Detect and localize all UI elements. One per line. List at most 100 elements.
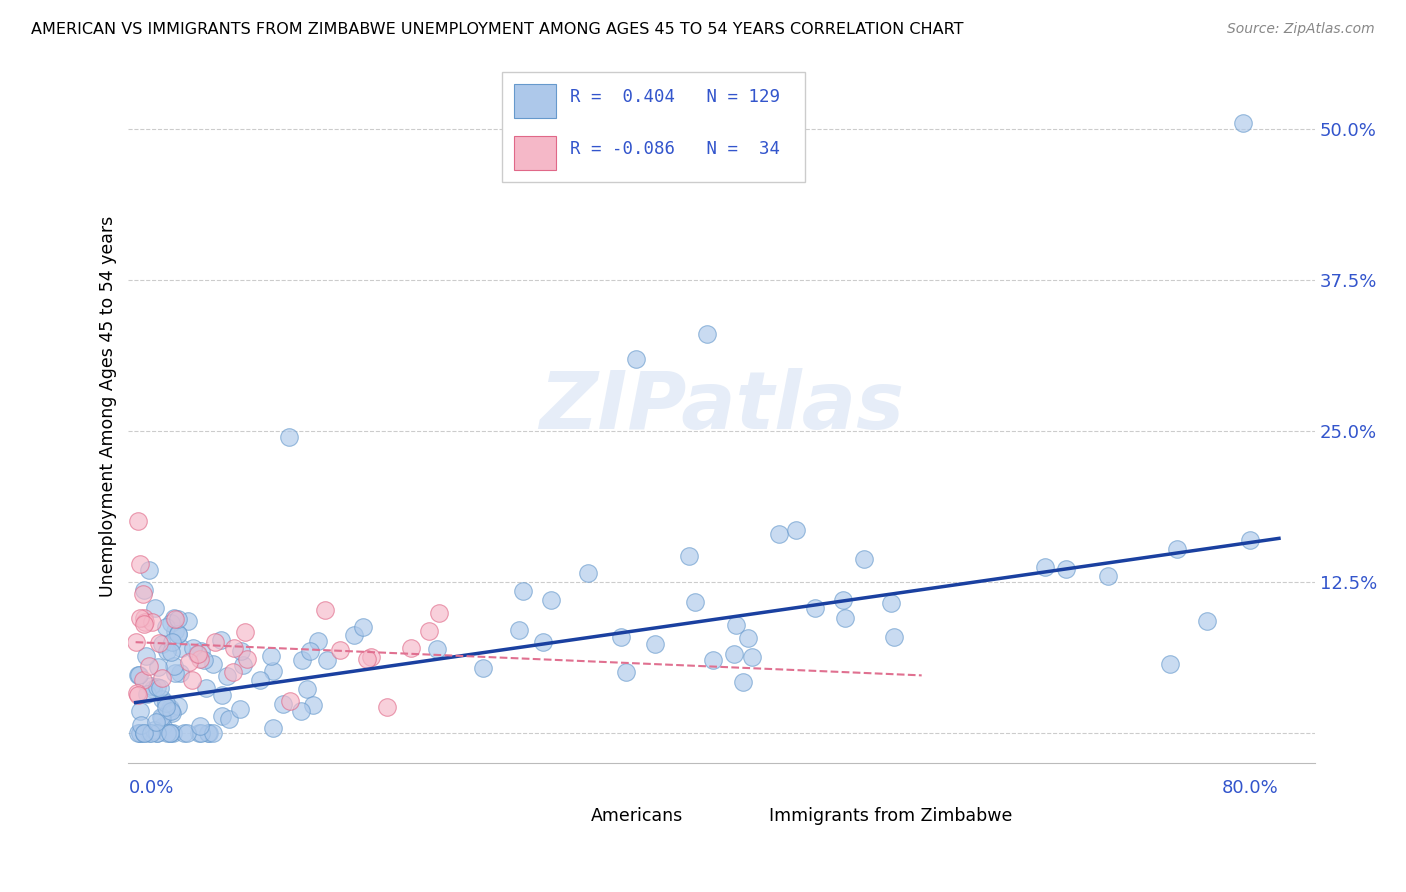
- Point: [204, 634, 226, 648]
- Point: [187, 725, 209, 739]
- Text: AMERICAN VS IMMIGRANTS FROM ZIMBABWE UNEMPLOYMENT AMONG AGES 45 TO 54 YEARS CORR: AMERICAN VS IMMIGRANTS FROM ZIMBABWE UNE…: [31, 22, 963, 37]
- Point: [295, 682, 318, 697]
- Point: [150, 637, 173, 651]
- Point: [159, 701, 181, 715]
- Point: [201, 657, 224, 671]
- Point: [852, 552, 875, 566]
- Point: [831, 593, 853, 607]
- Point: [576, 566, 599, 581]
- Point: [222, 641, 245, 656]
- Point: [262, 721, 284, 735]
- Point: [149, 681, 172, 695]
- Point: [127, 725, 149, 739]
- Point: [291, 653, 314, 667]
- Point: [162, 725, 184, 739]
- Point: [143, 723, 166, 738]
- Point: [696, 327, 718, 342]
- Point: [198, 725, 221, 739]
- Point: [229, 644, 252, 658]
- Point: [155, 700, 177, 714]
- Point: [883, 630, 905, 644]
- Point: [211, 688, 233, 702]
- Point: [145, 680, 167, 694]
- Point: [127, 668, 149, 682]
- Point: [233, 624, 256, 639]
- Point: [418, 624, 440, 638]
- Point: [127, 515, 149, 529]
- Point: [880, 597, 903, 611]
- Point: [1239, 533, 1261, 547]
- Point: [173, 725, 195, 739]
- Point: [733, 674, 755, 689]
- Point: [531, 635, 554, 649]
- FancyBboxPatch shape: [550, 801, 583, 822]
- Text: Source: ZipAtlas.com: Source: ZipAtlas.com: [1227, 22, 1375, 37]
- Point: [141, 615, 163, 629]
- Point: [188, 652, 211, 666]
- Point: [329, 643, 352, 657]
- Point: [624, 351, 647, 366]
- Point: [280, 693, 302, 707]
- Point: [129, 557, 152, 571]
- Point: [262, 664, 284, 678]
- Point: [804, 601, 827, 615]
- Point: [149, 710, 172, 724]
- Point: [540, 593, 562, 607]
- Point: [134, 617, 156, 632]
- Point: [125, 686, 148, 700]
- Text: ZIPatlas: ZIPatlas: [538, 368, 904, 446]
- Point: [193, 653, 215, 667]
- Point: [1232, 116, 1254, 130]
- Point: [145, 715, 167, 730]
- Point: [163, 659, 186, 673]
- Point: [702, 653, 724, 667]
- Point: [785, 523, 807, 537]
- Point: [138, 563, 160, 577]
- Point: [136, 688, 159, 702]
- Point: [236, 651, 259, 665]
- Point: [167, 627, 190, 641]
- FancyBboxPatch shape: [515, 84, 555, 119]
- Point: [360, 650, 382, 665]
- Point: [399, 641, 422, 656]
- Point: [512, 584, 534, 599]
- Point: [249, 673, 271, 688]
- Point: [426, 641, 449, 656]
- Point: [128, 611, 150, 625]
- Point: [218, 712, 240, 726]
- Point: [142, 682, 165, 697]
- Point: [159, 725, 181, 739]
- Point: [187, 647, 209, 661]
- Point: [375, 700, 398, 714]
- Point: [211, 708, 233, 723]
- Point: [188, 718, 211, 732]
- Text: 80.0%: 80.0%: [1222, 779, 1279, 797]
- Point: [134, 611, 156, 625]
- Point: [427, 606, 450, 620]
- Point: [190, 644, 212, 658]
- Point: [152, 719, 174, 733]
- Point: [132, 673, 155, 687]
- Point: [150, 672, 173, 686]
- Point: [271, 697, 294, 711]
- Text: Immigrants from Zimbabwe: Immigrants from Zimbabwe: [769, 807, 1012, 825]
- Point: [302, 698, 325, 713]
- Point: [127, 688, 149, 702]
- Point: [209, 632, 232, 647]
- Point: [190, 725, 212, 739]
- Point: [186, 647, 208, 661]
- Point: [128, 668, 150, 682]
- Point: [169, 665, 191, 680]
- Point: [725, 618, 748, 632]
- Point: [143, 600, 166, 615]
- Point: [215, 669, 238, 683]
- Point: [128, 725, 150, 739]
- Point: [177, 614, 200, 628]
- Text: Americans: Americans: [591, 807, 683, 825]
- FancyBboxPatch shape: [502, 72, 804, 183]
- Point: [723, 647, 745, 661]
- Text: R =  0.404   N = 129: R = 0.404 N = 129: [569, 87, 780, 106]
- Point: [678, 549, 700, 563]
- Point: [129, 725, 152, 739]
- Point: [146, 725, 169, 739]
